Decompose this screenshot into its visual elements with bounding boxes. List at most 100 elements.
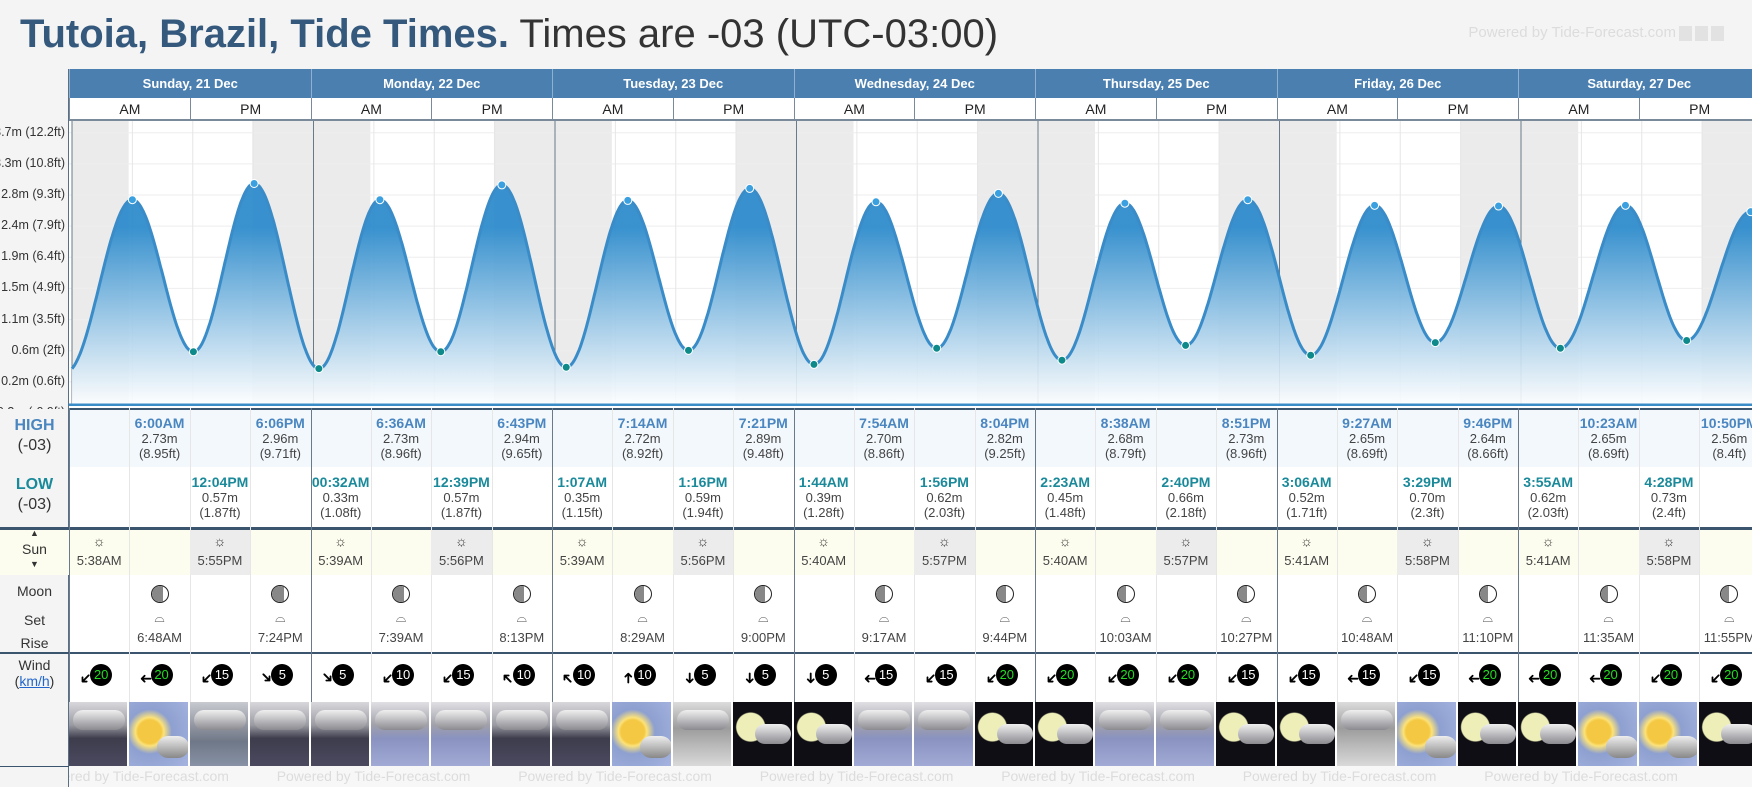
tide-table: Sunday, 21 Dec AM PM ☼ 5:38AM ➜ 20 6:00AM 2.73m(…: [69, 69, 1752, 768]
cloud-shape: [495, 710, 548, 730]
sunset-icon: ☼: [1179, 533, 1193, 549]
cloud-shape: [1479, 724, 1516, 744]
y-tick-label: 3.7m (12.2ft): [0, 124, 65, 139]
low-tide-cell: 12:04PM 0.57m (1.87ft): [190, 475, 250, 521]
low-tide-time: 12:39PM: [433, 474, 490, 490]
high-tide-time: 7:54AM: [859, 415, 909, 431]
am-label: AM: [793, 98, 915, 121]
moonrise-time: 9:17AM: [861, 630, 907, 645]
low-tide-time: 00:32AM: [311, 474, 370, 490]
column-divider: [1578, 408, 1580, 766]
column-divider: [672, 408, 674, 766]
low-tide-feet: (2.3ft): [1410, 505, 1445, 520]
weather-icon-moon-cloud: [1216, 702, 1277, 768]
moonrise-icon: ⌓: [1361, 610, 1373, 625]
high-tide-cell: 7:21PM 2.89m (9.48ft): [733, 416, 793, 462]
y-tick-label: 1.9m (6.4ft): [1, 249, 65, 264]
high-tide-feet: (8.96ft): [1225, 446, 1267, 461]
high-tide-cell: 9:27AM 2.65m (8.69ft): [1337, 415, 1397, 462]
wind-speed: 15: [452, 664, 475, 686]
moonset-icon: ⌓: [758, 610, 769, 625]
footer-powered-by[interactable]: Powered by Tide-Forecast.com: [277, 768, 471, 784]
wind-speed: 15: [935, 664, 958, 686]
moonrise-icon: ⌓: [1603, 610, 1614, 625]
sun-label: Sun: [22, 541, 47, 557]
wind-speed: 20: [90, 664, 113, 686]
cloud-shape: [1159, 710, 1212, 730]
high-tide-feet: (8.69ft): [1346, 446, 1388, 461]
footer-powered-by[interactable]: Powered by Tide-Forecast.com: [760, 768, 954, 784]
moonset-time: 11:10PM: [1462, 630, 1514, 645]
sunset-icon: ☼: [696, 533, 710, 549]
sun-row-bg: [69, 527, 1752, 575]
high-tide-meters: 2.72m: [624, 431, 661, 446]
weather-icon-moon-cloud: [1276, 702, 1337, 768]
moon-shadow: [393, 586, 404, 602]
high-tide-time: 9:27AM: [1342, 415, 1392, 431]
moon-shadow: [1359, 586, 1368, 602]
low-tide-feet: (1.71ft): [1286, 505, 1328, 520]
divider: [0, 766, 69, 767]
moon-phase-icon: [271, 585, 290, 603]
wind-unit-link[interactable]: km/h: [19, 673, 50, 689]
cloud-shape: [1298, 724, 1335, 744]
low-tide-meters: 0.70m: [1409, 490, 1446, 505]
cloud-shape: [815, 724, 852, 744]
footer-powered-by[interactable]: Powered by Tide-Forecast.com: [1484, 768, 1678, 784]
high-tide-feet: (8.79ft): [1104, 446, 1147, 461]
high-tide-feet: (9.71ft): [259, 446, 301, 461]
weather-icon-partly-sunny: [129, 702, 190, 768]
high-tide-meters: 2.94m: [503, 431, 540, 446]
moonset-time: 8:13PM: [499, 630, 545, 645]
column-divider: [250, 408, 252, 766]
moon-phase-icon: [995, 585, 1014, 603]
high-tide-point: [1120, 198, 1130, 208]
footer-powered-by[interactable]: Powered by Tide-Forecast.com: [518, 768, 712, 784]
pm-label: PM: [1397, 98, 1518, 121]
high-tide-cell: 6:36AM 2.73m (8.96ft): [371, 416, 431, 462]
high-tide-feet: (9.25ft): [984, 446, 1026, 461]
moonset-time: 10:27PM: [1220, 630, 1273, 645]
cloud-shape: [1099, 710, 1152, 730]
low-tide-feet: (2.4ft): [1651, 505, 1686, 520]
sun-up-icon: ▲: [30, 528, 39, 538]
moon-phase-icon: [1599, 585, 1618, 603]
wind-logo-icon: [1695, 25, 1708, 41]
pm-label: PM: [672, 98, 794, 121]
high-tide-meters: 2.96m: [262, 431, 299, 446]
footer-powered-text: Powered by Tide-Forecast.com: [759, 768, 954, 784]
low-tide-meters: 0.52m: [1288, 490, 1325, 505]
am-label: AM: [1518, 98, 1639, 121]
wind-speed: 5: [693, 664, 716, 686]
weather-icon-thunder: [370, 702, 432, 768]
cloud-shape: [640, 736, 671, 758]
sunset-time: 5:56PM: [439, 553, 484, 568]
sunset-time: 5:58PM: [1405, 553, 1450, 568]
high-tide-cell: 8:51PM 2.73m (8.96ft): [1216, 416, 1276, 462]
low-tide-cell: 3:29PM 0.70m (2.3ft): [1397, 475, 1457, 521]
high-tide-meters: 2.73m: [1228, 431, 1265, 446]
footer-powered-by[interactable]: Powered by Tide-Forecast.com: [69, 768, 229, 784]
footer-powered-by[interactable]: Powered by Tide-Forecast.com: [1243, 768, 1437, 784]
sunset-icon: ☼: [938, 533, 951, 549]
high-tide-point: [375, 195, 385, 205]
footer-powered-by[interactable]: Powered by Tide-Forecast.com: [1001, 768, 1195, 784]
moonrise-time: 10:03AM: [1099, 630, 1152, 645]
low-tide-feet: (1.28ft): [803, 505, 845, 520]
moon-phase-icon: [754, 585, 773, 603]
powered-by-link[interactable]: Powered by Tide-Forecast.com: [1468, 24, 1724, 41]
weather-icon-partly-sunny: [1397, 702, 1458, 768]
sunset-icon: ☼: [1662, 533, 1676, 549]
high-tide-point: [871, 197, 881, 207]
moonset-time: 11:55PM: [1703, 630, 1752, 645]
high-tide-cell: 9:46PM 2.64m (8.66ft): [1458, 416, 1518, 462]
moon-phase-icon: [392, 585, 411, 603]
day-divider: [552, 408, 553, 766]
page-title: Tutoia, Brazil, Tide Times. Times are -0…: [20, 12, 998, 57]
low-tide-feet: (1.48ft): [1044, 505, 1086, 520]
low-tide-point: [1306, 350, 1316, 360]
low-tide-feet: (2.03ft): [1527, 505, 1569, 520]
footer-powered-text: Powered by Tide-Forecast.com: [1001, 768, 1195, 784]
tide-line: [70, 181, 1752, 371]
moonrise-icon: ⌓: [637, 610, 648, 625]
